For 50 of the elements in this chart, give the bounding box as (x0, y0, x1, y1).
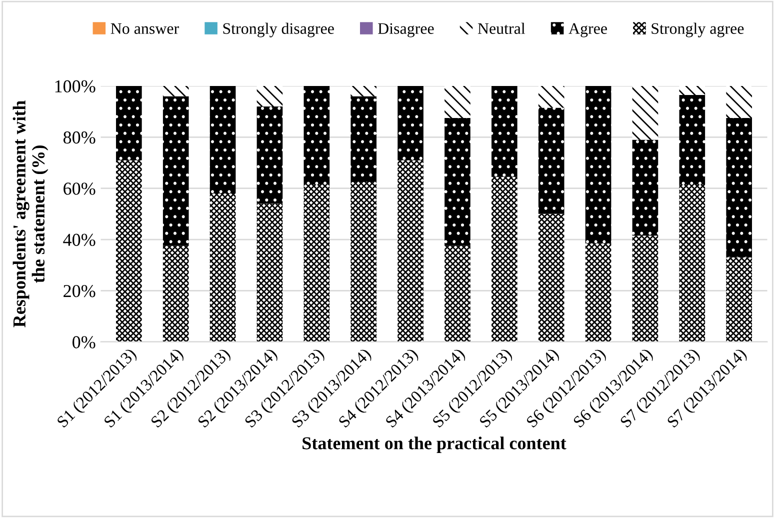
bar (585, 243, 612, 342)
bar (116, 160, 142, 342)
bar (632, 236, 658, 342)
bar (444, 118, 470, 246)
bar (162, 86, 189, 96)
bar (444, 86, 470, 118)
y-tick-label: 60% (64, 182, 96, 195)
bar (679, 86, 706, 95)
bar (679, 94, 706, 185)
y-tick-label: 80% (63, 131, 96, 144)
bar (304, 184, 330, 342)
bar (350, 182, 377, 342)
bar (538, 214, 564, 342)
legend-label: Disagree (378, 23, 434, 38)
bar (444, 246, 470, 342)
y-tick-label: 40% (63, 234, 96, 246)
bar (585, 86, 612, 244)
bar (632, 140, 658, 236)
bar (256, 86, 283, 106)
bar (726, 257, 752, 342)
bar (538, 108, 564, 214)
bar (256, 106, 283, 204)
bar (398, 86, 424, 160)
bar (162, 96, 189, 246)
bar (350, 86, 377, 96)
bar (632, 86, 658, 140)
bar (398, 160, 424, 342)
legend-label: Strongly disagree (223, 22, 334, 38)
bar (210, 86, 236, 194)
bar (162, 246, 189, 342)
bar (538, 86, 564, 108)
legend-label: Agree (568, 23, 607, 38)
y-tick-label: 20% (64, 284, 96, 298)
legend-label: Neutral (478, 22, 526, 34)
bar (491, 86, 518, 177)
y-axis-title: Respondents' agreement with the statement (%) (12, 100, 48, 328)
bar (726, 118, 752, 258)
legend-label: No answer (110, 23, 179, 34)
bar (256, 204, 283, 342)
bar (679, 184, 706, 342)
y-tick-label: 100% (55, 80, 96, 92)
x-axis-title: Statement on the practical content (302, 436, 566, 454)
bar (304, 86, 330, 185)
legend-label: Strongly agree (652, 22, 744, 38)
bar (350, 96, 377, 182)
bar (491, 176, 518, 342)
y-tick-label: 0% (72, 336, 96, 348)
bar (210, 193, 236, 342)
bar (116, 86, 142, 160)
bar (726, 86, 752, 118)
